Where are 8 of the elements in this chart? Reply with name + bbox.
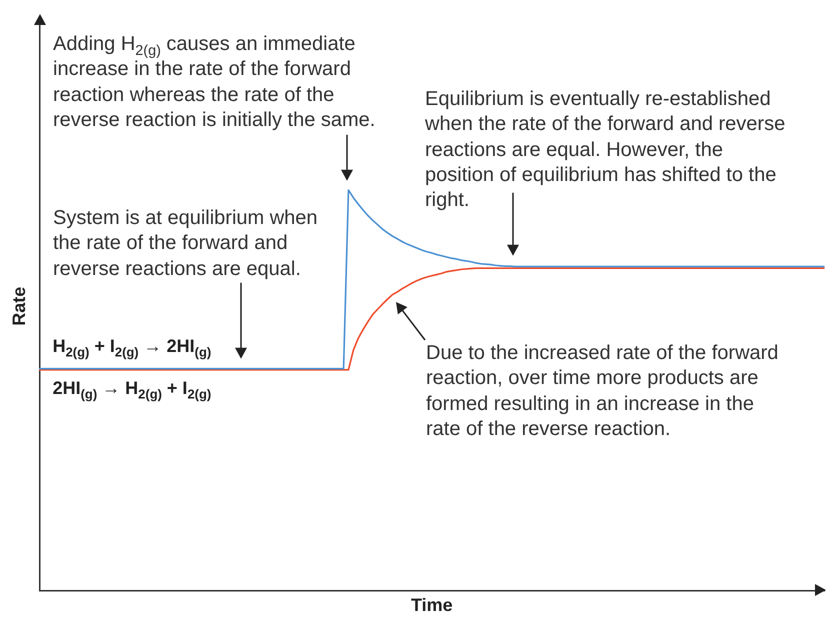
annotation: System is at equilibrium when the rate of the forward and reverse reactions are equal. <box>53 206 319 282</box>
x-axis-title: Time <box>410 595 453 616</box>
series-label: 2HI$_{(g)}$ → H$_{2(g)}$ + I$_{2(g)}$ <box>52 376 212 402</box>
text: Adding H$_{2(g)}$ causes an immediate increase in the rate of the forward reaction whereas the rate of the reverse reaction is initially the same. <box>53 32 376 133</box>
series-label: H$_{2(g)}$ + I$_{2(g)}$ → 2HI$_{(g)}$ <box>52 334 212 360</box>
y-axis-title: Rate <box>8 286 29 326</box>
annotation: Due to the increased rate of the forward reaction, over time more products are formed resulting in an increase in the rate of the reverse reaction. <box>426 341 780 442</box>
annotation: Equilibrium is eventually re-established when the rate of the forward and reverse reactions are equal. However, the position of equilibrium has shifted to the right. <box>425 87 786 214</box>
